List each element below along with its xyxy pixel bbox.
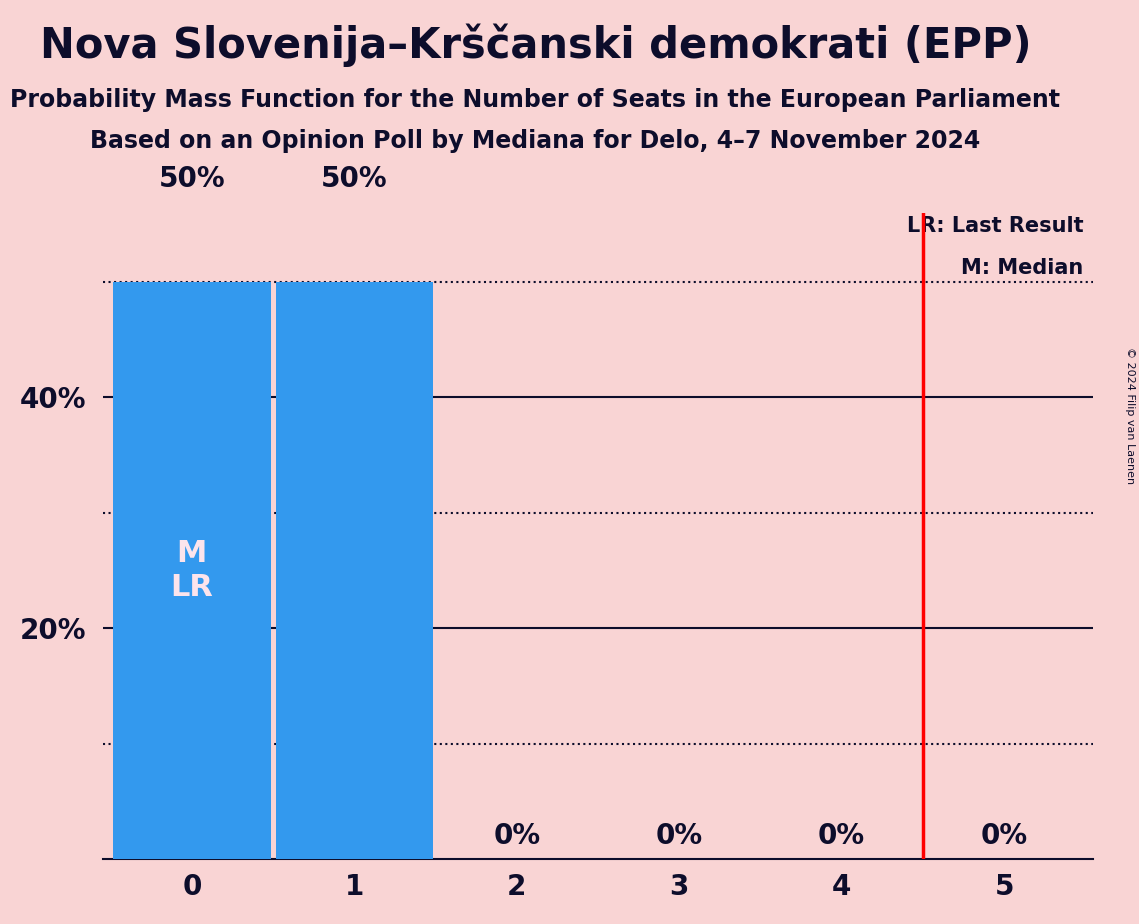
Text: 0%: 0% — [493, 822, 540, 850]
Text: © 2024 Filip van Laenen: © 2024 Filip van Laenen — [1125, 347, 1134, 484]
Text: LR: Last Result: LR: Last Result — [907, 216, 1083, 236]
Text: M: Median: M: Median — [961, 258, 1083, 278]
Bar — [276, 282, 433, 859]
Text: 50%: 50% — [158, 165, 226, 193]
Text: M
LR: M LR — [171, 540, 213, 602]
Text: Nova Slovenija–Krščanski demokrati (EPP): Nova Slovenija–Krščanski demokrati (EPP) — [40, 23, 1031, 67]
Text: 50%: 50% — [321, 165, 387, 193]
Text: 0%: 0% — [656, 822, 703, 850]
Text: 0%: 0% — [981, 822, 1027, 850]
Text: Based on an Opinion Poll by Mediana for Delo, 4–7 November 2024: Based on an Opinion Poll by Mediana for … — [90, 129, 981, 153]
Text: Probability Mass Function for the Number of Seats in the European Parliament: Probability Mass Function for the Number… — [10, 88, 1060, 112]
Bar — [113, 282, 271, 859]
Text: 0%: 0% — [818, 822, 866, 850]
